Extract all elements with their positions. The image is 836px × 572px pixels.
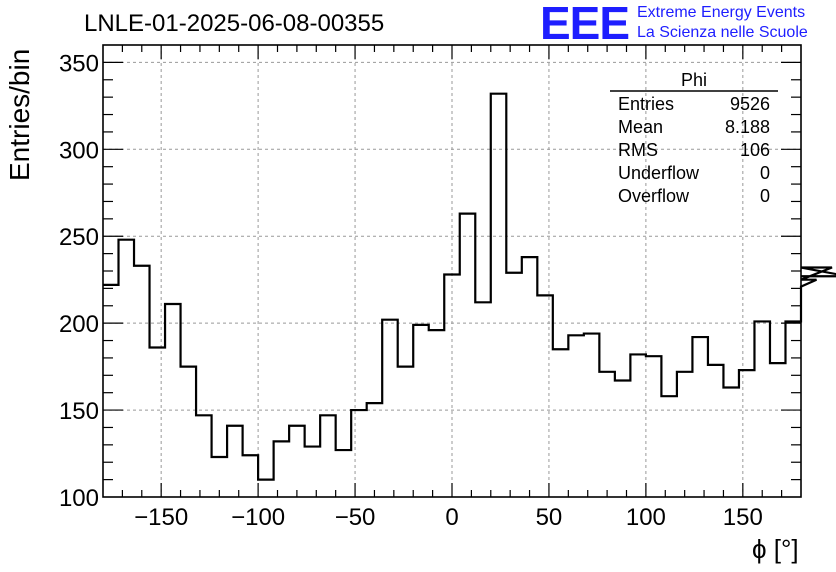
stats-value: 0 <box>760 163 770 183</box>
stats-value: 0 <box>760 186 770 206</box>
y-tick-label: 300 <box>59 137 99 164</box>
x-tick-label: 100 <box>626 504 666 531</box>
x-tick-label: 150 <box>723 504 763 531</box>
x-tick-label: −100 <box>231 504 285 531</box>
stats-label: RMS <box>618 140 658 160</box>
eee-logo: EEE <box>540 0 630 49</box>
stats-label: Underflow <box>618 163 700 183</box>
y-tick-label: 100 <box>59 485 99 512</box>
x-tick-label: 50 <box>536 504 563 531</box>
y-tick-label: 200 <box>59 311 99 338</box>
x-tick-label: −150 <box>134 504 188 531</box>
y-tick-label: 250 <box>59 224 99 251</box>
stats-label: Overflow <box>618 186 690 206</box>
tick-labels: −150 −100 −50 0 50 100 150 100 150 200 250 300 350 <box>59 50 763 531</box>
y-tick-label: 150 <box>59 398 99 425</box>
stats-value: 106 <box>740 140 770 160</box>
stats-box: Phi Entries 9526 Mean 8.188 RMS 106 Underflow 0 O… <box>610 70 778 206</box>
histogram-line <box>103 92 836 481</box>
y-tick-label: 350 <box>59 50 99 77</box>
logo-line-2: La Scienza nelle Scuole <box>637 24 808 41</box>
x-tick-label: 0 <box>445 504 458 531</box>
chart-title: LNLE-01-2025-06-08-00355 <box>84 10 385 37</box>
x-axis-label: ϕ [°] <box>752 534 799 564</box>
stats-value: 9526 <box>730 94 770 114</box>
stats-label: Mean <box>618 117 663 137</box>
stats-label: Entries <box>618 94 674 114</box>
axis-ticks <box>103 45 801 497</box>
stats-name: Phi <box>681 70 707 90</box>
stats-value: 8.188 <box>725 117 770 137</box>
logo-line-1: Extreme Energy Events <box>637 4 806 21</box>
x-tick-label: −50 <box>335 504 376 531</box>
grid-lines <box>103 45 801 497</box>
